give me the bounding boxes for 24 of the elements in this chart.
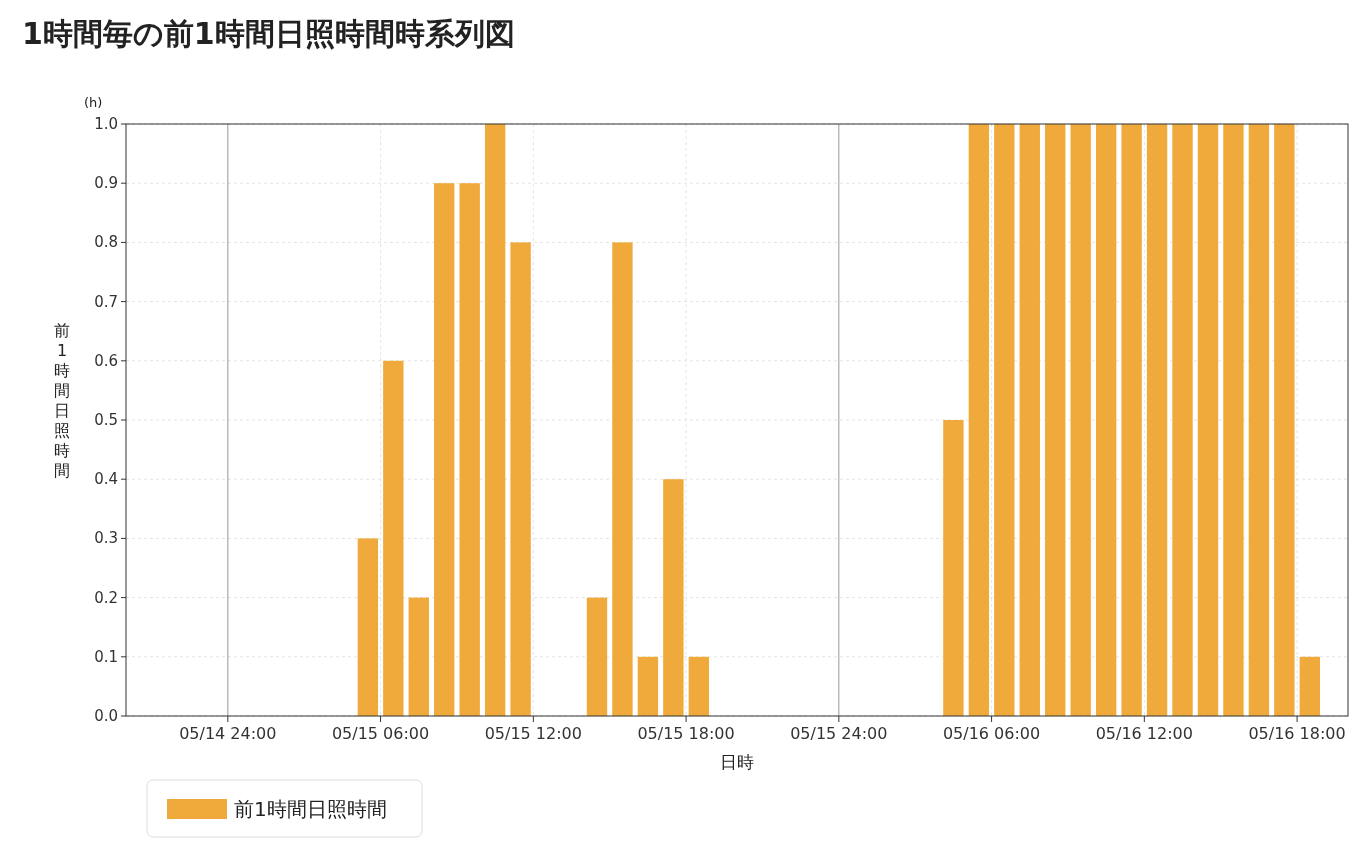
x-tick-label: 05/15 18:00 <box>637 724 735 743</box>
y-tick-label: 0.4 <box>94 470 118 489</box>
legend-label: 前1時間日照時間 <box>234 797 387 821</box>
y-tick-label: 0.3 <box>94 529 118 548</box>
y-tick-label: 0.7 <box>94 292 118 311</box>
chart-title: 1時間毎の前1時間日照時間時系列図 <box>22 16 515 51</box>
y-tick-label: 0.1 <box>94 647 118 666</box>
x-tick-label: 05/16 18:00 <box>1248 724 1346 743</box>
y-tick-label: 0.9 <box>94 174 118 193</box>
x-tick-label: 05/15 06:00 <box>331 724 430 743</box>
x-tick-label: 05/15 12:00 <box>484 724 582 743</box>
x-tick-label: 05/16 12:00 <box>1095 724 1193 743</box>
y-tick-label: 1.0 <box>94 115 118 133</box>
y-axis-title: 前1時間日照時間 <box>54 321 70 480</box>
text: (h) <box>84 95 103 110</box>
x-tick-label: 05/16 06:00 <box>942 724 1041 743</box>
y-tick-label: 0.0 <box>94 707 118 725</box>
y-tick-label: 0.2 <box>94 588 118 607</box>
x-axis-title: 日時 <box>720 752 754 772</box>
y-tick-label: 0.5 <box>94 411 118 429</box>
y-tick-label: 0.8 <box>94 233 118 252</box>
x-tick-label: 05/14 24:00 <box>179 724 277 743</box>
y-tick-label: 0.6 <box>94 351 118 370</box>
x-tick-label: 05/15 24:00 <box>790 724 888 743</box>
